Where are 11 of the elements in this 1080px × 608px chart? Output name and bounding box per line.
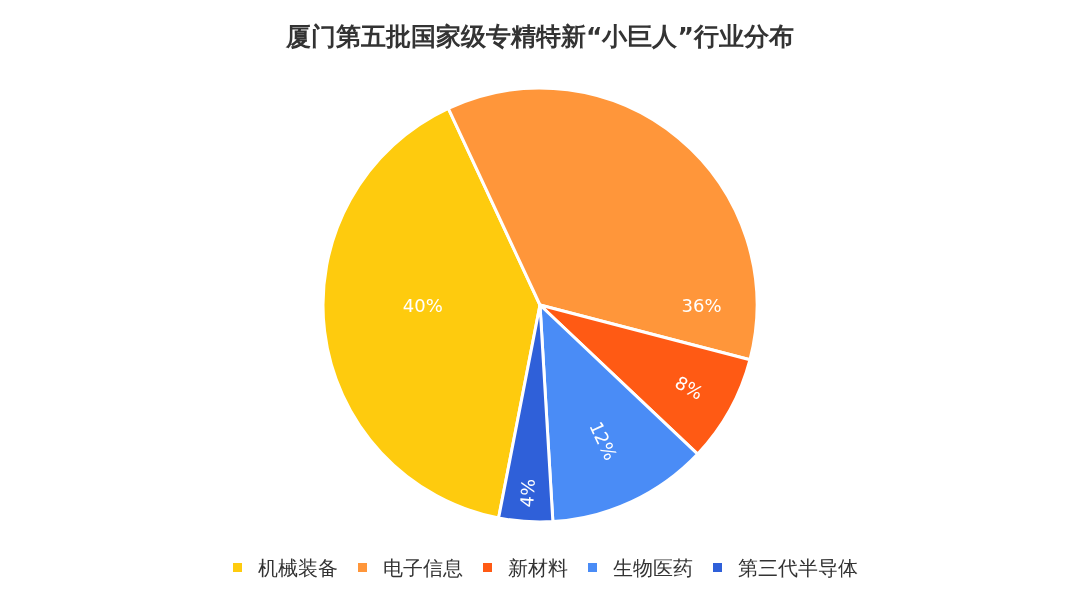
data-label: 12% <box>585 418 622 464</box>
data-label: 8% <box>671 371 707 404</box>
legend-label: 第三代半导体 <box>737 556 858 581</box>
legend-label: 电子信息 <box>382 556 463 581</box>
data-label: 40% <box>402 294 443 316</box>
data-label: 4% <box>516 478 539 508</box>
data-label: 36% <box>681 294 722 316</box>
legend-label: 机械装备 <box>257 556 338 581</box>
legend-label: 生物医药 <box>612 556 693 581</box>
legend-label: 新材料 <box>507 556 568 581</box>
chart-title: 厦门第五批国家级专精特新“小巨人”行业分布 <box>285 21 794 51</box>
